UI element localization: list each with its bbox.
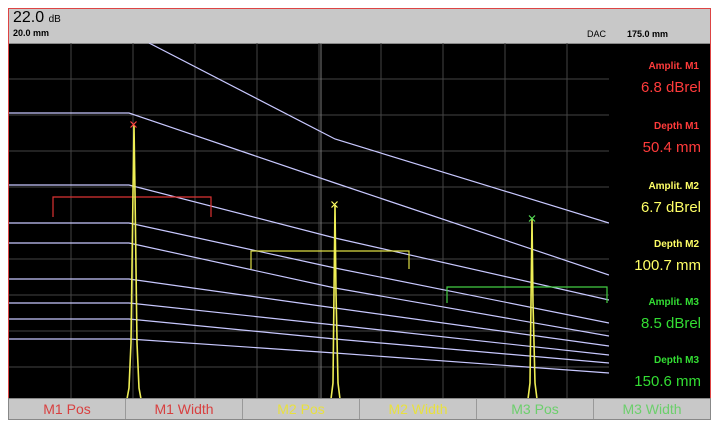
ascan-signal <box>126 124 538 398</box>
depth-m1-value: 50.4 mm <box>642 139 701 156</box>
gate-m2[interactable] <box>250 250 410 269</box>
softkey-bar: M1 Pos M1 Width M2 Pos M2 Width M3 Pos M… <box>8 398 711 420</box>
depth-m2-label: Depth M2 <box>654 239 699 250</box>
m1-width-softkey[interactable]: M1 Width <box>126 399 243 419</box>
amplitude-m2-value: 6.7 dBrel <box>640 199 701 216</box>
gate-m1[interactable] <box>52 196 212 217</box>
dac-label: DAC <box>587 29 607 39</box>
range-readout: 20.0 mm <box>13 28 50 38</box>
ascan-plot <box>9 43 609 398</box>
depth-m1-label: Depth M1 <box>654 121 699 132</box>
m3-width-softkey[interactable]: M3 Width <box>622 401 682 417</box>
amplitude-m1-value: 6.8 dBrel <box>640 79 701 96</box>
amplitude-m3-value: 8.5 dBrel <box>640 315 701 332</box>
m2-width-softkey[interactable]: M2 Width <box>360 399 477 419</box>
gate-m3[interactable] <box>446 286 608 303</box>
amplitude-m1-label: Amplit. M1 <box>648 61 699 72</box>
peak-marker-m2 <box>331 201 338 208</box>
peak-markers <box>130 121 536 222</box>
depth-m3-value: 150.6 mm <box>634 373 701 390</box>
peak-marker-m1 <box>130 121 137 128</box>
amplitude-m3-label: Amplit. M3 <box>648 297 699 308</box>
status-header: 22.0 dB 20.0 mm DAC 175.0 mm <box>9 9 710 44</box>
gain-readout[interactable]: 22.0 dB <box>13 9 61 27</box>
gain-unit: dB <box>48 14 61 25</box>
depth-m3-label: Depth M3 <box>654 355 699 366</box>
ascan-display: 22.0 dB 20.0 mm DAC 175.0 mm <box>8 8 711 420</box>
m3-pos-softkey[interactable]: M3 Pos <box>477 399 594 419</box>
m1-pos-softkey[interactable]: M1 Pos <box>9 399 126 419</box>
m2-pos-softkey[interactable]: M2 Pos <box>243 399 360 419</box>
dac-curves <box>9 43 609 374</box>
amplitude-m2-label: Amplit. M2 <box>648 181 699 192</box>
gain-value: 22.0 <box>13 9 45 26</box>
depth-m2-value: 100.7 mm <box>634 257 701 274</box>
dac-value: 175.0 mm <box>627 29 669 39</box>
grid <box>9 43 609 398</box>
peak-marker-m3 <box>528 215 536 222</box>
